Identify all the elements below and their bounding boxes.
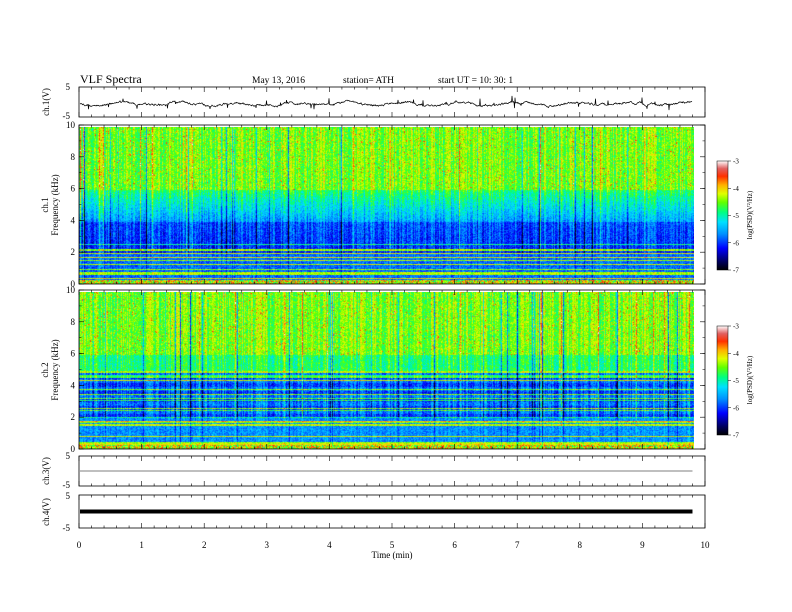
- ch1-colorbar: -3 -4 -5 -6 -7 log(PSD)(V²/Hz): [716, 158, 754, 275]
- ch1-ytick-top: 5: [66, 82, 71, 92]
- ch2-spectrogram-ylabel-channel: ch.2: [40, 362, 50, 377]
- x-tick-label: 4: [327, 540, 332, 550]
- y-tick-label: 2: [71, 247, 76, 257]
- ch4-waveform-trace: [80, 509, 693, 514]
- ch1-colorbar-ticks: -3 -4 -5 -6 -7: [728, 158, 739, 275]
- ch4-waveform-panel: 5 -5 ch.4(V): [41, 491, 706, 533]
- x-tick-label: 5: [390, 540, 395, 550]
- start-time-label: start UT = 10: 30: 1: [438, 76, 513, 86]
- y-tick-label: 8: [71, 152, 76, 162]
- x-tick-label: 8: [578, 540, 583, 550]
- colorbar-tick-label: -7: [733, 267, 739, 275]
- x-tick-label: 10: [701, 540, 711, 550]
- x-axis-tick-labels: 0 1 2 3 4 5 6 7 8 9 10: [77, 540, 710, 550]
- x-tick-label: 9: [640, 540, 645, 550]
- x-tick-label: 0: [77, 540, 82, 550]
- station-label: station= ATH: [343, 76, 394, 86]
- ch2-colorbar: -3 -4 -5 -6 -7 log(PSD)(V²/Hz): [716, 323, 754, 440]
- colorbar-tick-label: -3: [733, 158, 739, 166]
- ch2-colorbar-label: log(PSD)(V²/Hz): [746, 355, 754, 404]
- ch1-ytick-bottom: -5: [63, 111, 71, 121]
- ch2-colorbar-ticks: -3 -4 -5 -6 -7: [728, 323, 739, 440]
- y-tick-label: 8: [71, 317, 76, 327]
- ch4-waveform-xticks: [78, 495, 706, 528]
- ch1-spectrogram-yticks: 0 2 4 6 8 10: [66, 120, 705, 289]
- y-tick-label: 10: [66, 285, 76, 295]
- ch3-waveform-xticks: [78, 456, 706, 486]
- ch1-waveform-line: [79, 95, 693, 111]
- y-tick-label: 6: [71, 349, 76, 359]
- ch3-waveform-ylabel: ch.3(V): [41, 457, 51, 485]
- ch1-waveform-trace: [79, 95, 693, 111]
- colorbar-tick-label: -5: [733, 377, 739, 385]
- ch2-spectrogram-panel: 0 2 4 6 8 10 ch.2 Frequency (kHz) -3 -4 -5 -6 -7 …: [40, 285, 754, 454]
- y-tick-label: 0: [71, 279, 76, 289]
- ch4-ytick-top: 5: [66, 491, 71, 501]
- colorbar-tick-label: -6: [733, 239, 739, 247]
- ch1-waveform-xticks: [78, 87, 706, 117]
- y-tick-label: 6: [71, 184, 76, 194]
- y-tick-label: 2: [71, 412, 76, 422]
- ch1-spectrogram-ylabel-channel: ch.1: [40, 197, 50, 212]
- y-tick-label: 10: [66, 120, 76, 130]
- colorbar-tick-label: -5: [733, 212, 739, 220]
- x-tick-label: 2: [202, 540, 207, 550]
- x-tick-label: 6: [452, 540, 457, 550]
- ch2-spectrogram-xticks: [78, 290, 706, 449]
- colorbar-tick-label: -7: [733, 432, 739, 440]
- ch1-colorbar-label: log(PSD)(V²/Hz): [746, 190, 754, 239]
- ch1-waveform-panel: 5 -5 ch.1(V): [41, 82, 706, 121]
- ch4-waveform-band: [80, 509, 693, 514]
- colorbar-tick-label: -6: [733, 404, 739, 412]
- ch1-waveform-ylabel: ch.1(V): [41, 88, 51, 116]
- ch1-spectrogram-image: [79, 127, 694, 284]
- ch3-ytick-bottom: -5: [63, 480, 71, 490]
- colorbar-tick-label: -3: [733, 323, 739, 331]
- y-tick-label: 4: [71, 215, 76, 225]
- ch2-spectrogram-image: [79, 292, 694, 449]
- ch4-waveform-ylabel: ch.4(V): [41, 498, 51, 526]
- x-tick-label: 3: [265, 540, 270, 550]
- ch3-waveform-panel: 5 -5 ch.3(V): [41, 451, 706, 490]
- ch1-spectrogram-xticks: [78, 125, 706, 284]
- figure-title: VLF Spectra: [80, 72, 142, 86]
- x-tick-label: 7: [515, 540, 520, 550]
- ch3-ytick-top: 5: [66, 451, 71, 461]
- date-label: May 13, 2016: [252, 76, 305, 86]
- colorbar-tick-label: -4: [733, 185, 739, 193]
- ch1-spectrogram-ylabel-frequency: Frequency (kHz): [50, 174, 60, 235]
- colorbar-tick-label: -4: [733, 350, 739, 358]
- ch4-ytick-bottom: -5: [63, 523, 71, 533]
- y-tick-label: 4: [71, 380, 76, 390]
- ch2-spectrogram-ylabel-frequency: Frequency (kHz): [50, 339, 60, 400]
- ch1-spectrogram-panel: 0 2 4 6 8 10 ch.1 Frequency (kHz) -3 -4 -5 -6 -7 …: [40, 120, 754, 289]
- x-axis-label: Time (min): [372, 550, 413, 560]
- x-tick-label: 1: [139, 540, 144, 550]
- y-tick-label: 0: [71, 444, 76, 454]
- ch2-spectrogram-yticks: 0 2 4 6 8 10: [66, 285, 705, 454]
